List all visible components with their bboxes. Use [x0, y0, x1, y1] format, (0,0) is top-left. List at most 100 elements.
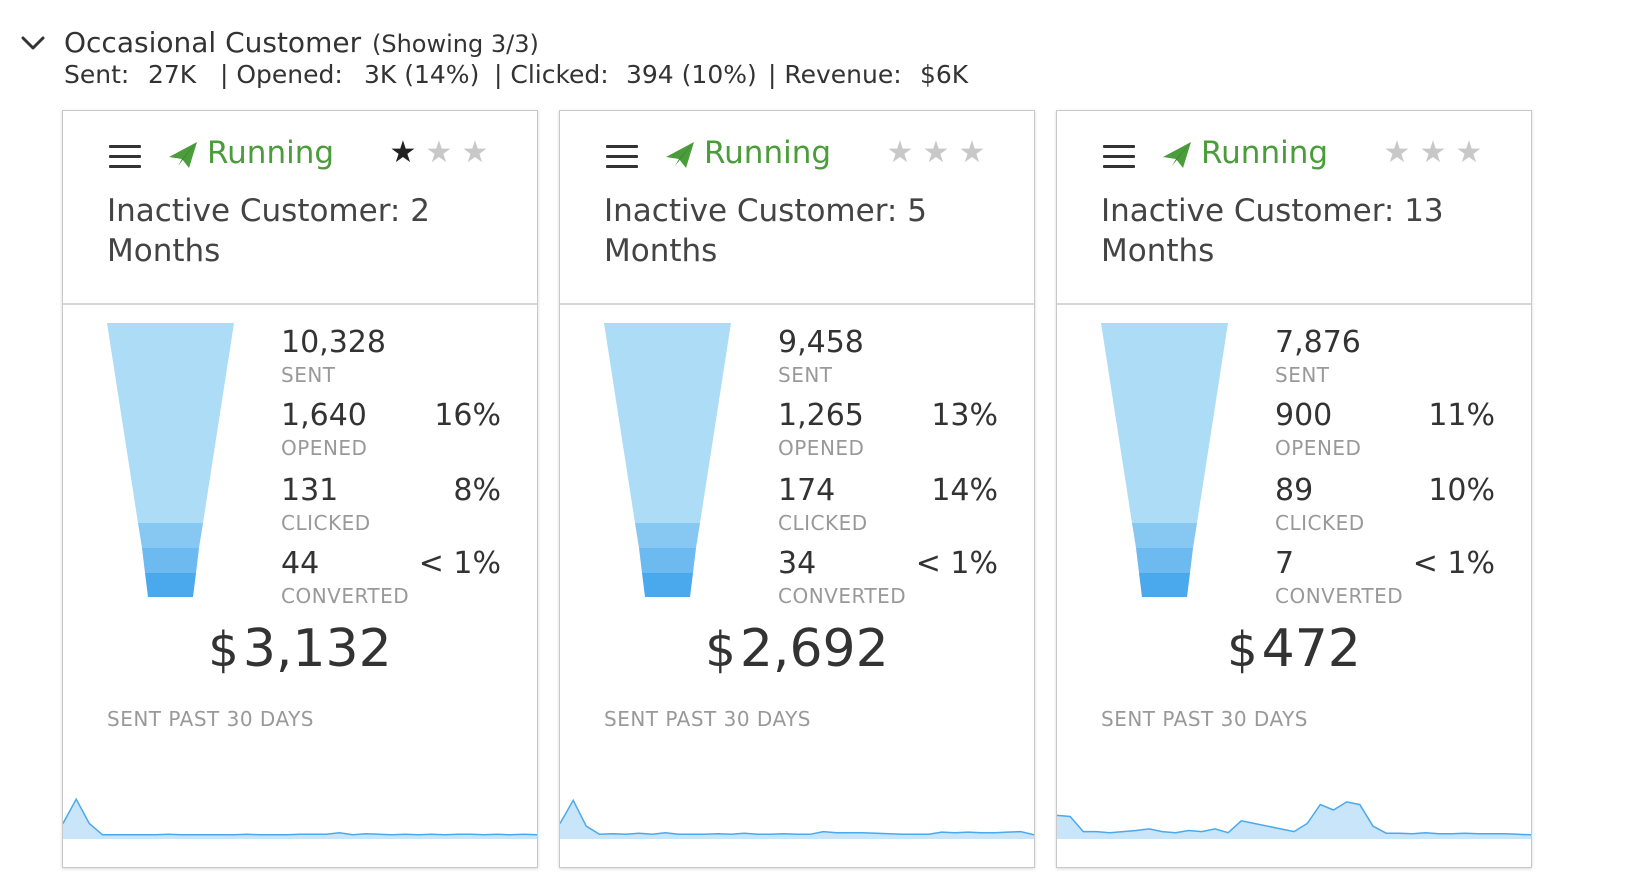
rating-stars[interactable]: ★ ★ ★	[1381, 135, 1489, 170]
card-header: Running ★ ★ ★ Inactive Customer: 13 Months	[1057, 111, 1531, 305]
revenue-amount: $3,132	[63, 619, 537, 679]
sent-past-30-days-label: SENT PAST 30 DAYS	[1101, 707, 1308, 731]
opened-percent: 13%	[931, 398, 998, 433]
sparkline-area	[1057, 801, 1531, 839]
status-label: Running	[704, 135, 832, 171]
currency-symbol: $	[705, 622, 736, 678]
clicked-label: CLICKED	[778, 511, 868, 535]
menu-icon[interactable]	[109, 145, 141, 171]
sent-value: 7,876	[1275, 325, 1361, 360]
campaign-title[interactable]: Inactive Customer: 5 Months	[604, 193, 927, 269]
currency-symbol: $	[208, 622, 239, 678]
funnel-clicked-segment	[142, 548, 199, 573]
campaign-title[interactable]: Inactive Customer: 13 Months	[1101, 193, 1444, 269]
funnel-sent-segment	[1101, 323, 1228, 523]
star-icon[interactable]: ★	[922, 135, 954, 170]
menu-icon[interactable]	[606, 145, 638, 171]
star-icon[interactable]: ★	[1455, 135, 1487, 170]
revenue-value: 472	[1261, 619, 1361, 679]
stat-clicked-value: 394 (10%)	[626, 60, 757, 89]
sparkline-chart	[63, 797, 537, 839]
funnel-clicked-segment	[639, 548, 696, 573]
campaign-card[interactable]: Running ★ ★ ★ Inactive Customer: 13 Months…	[1056, 110, 1532, 868]
clicked-percent: 14%	[931, 473, 998, 508]
paper-plane-icon	[1163, 142, 1191, 168]
clicked-value: 131	[281, 473, 339, 508]
clicked-label: CLICKED	[1275, 511, 1365, 535]
opened-label: OPENED	[778, 436, 865, 460]
metric-sent: 7,876 SENT	[1275, 325, 1495, 395]
metric-clicked: 89 CLICKED 10%	[1275, 473, 1495, 543]
sparkline-chart	[1057, 801, 1531, 839]
funnel-converted-segment	[1139, 573, 1190, 597]
converted-value: 44	[281, 546, 320, 581]
opened-label: OPENED	[281, 436, 368, 460]
funnel-chart	[107, 323, 234, 597]
clicked-value: 89	[1275, 473, 1314, 508]
clicked-value: 174	[778, 473, 836, 508]
sparkline-area	[560, 800, 1034, 839]
sent-label: SENT	[1275, 363, 1330, 387]
metric-opened: 1,265 OPENED 13%	[778, 398, 998, 468]
stat-opened-label: | Opened:	[220, 60, 343, 89]
funnel-opened-segment	[138, 523, 203, 548]
revenue-amount: $472	[1057, 619, 1531, 679]
funnel-opened-segment	[1132, 523, 1197, 548]
sparkline-area	[63, 799, 537, 839]
star-icon[interactable]: ★	[886, 135, 918, 170]
funnel-chart	[604, 323, 731, 597]
opened-percent: 11%	[1428, 398, 1495, 433]
status-label: Running	[1201, 135, 1329, 171]
metric-sent: 9,458 SENT	[778, 325, 998, 395]
stat-sent-value: 27K	[148, 60, 197, 89]
opened-label: OPENED	[1275, 436, 1362, 460]
segment-header: Occasional Customer (Showing 3/3) Sent: …	[18, 22, 1598, 92]
campaign-title[interactable]: Inactive Customer: 2 Months	[107, 193, 430, 269]
currency-symbol: $	[1227, 622, 1258, 678]
funnel-opened-segment	[635, 523, 700, 548]
star-icon[interactable]: ★	[425, 135, 457, 170]
status-label: Running	[207, 135, 335, 171]
revenue-value: 3,132	[242, 619, 392, 679]
funnel-chart	[1101, 323, 1228, 597]
sent-label: SENT	[778, 363, 833, 387]
campaign-card[interactable]: Running ★ ★ ★ Inactive Customer: 5 Months …	[559, 110, 1035, 868]
campaign-card[interactable]: Running ★ ★ ★ Inactive Customer: 2 Months …	[62, 110, 538, 868]
stat-sent-label: Sent:	[64, 60, 130, 89]
star-icon[interactable]: ★	[389, 135, 421, 170]
metric-opened: 900 OPENED 11%	[1275, 398, 1495, 468]
metric-converted: 7 CONVERTED < 1%	[1275, 546, 1495, 616]
metric-converted: 34 CONVERTED < 1%	[778, 546, 998, 616]
opened-percent: 16%	[434, 398, 501, 433]
menu-icon[interactable]	[1103, 145, 1135, 171]
star-icon[interactable]: ★	[1419, 135, 1451, 170]
revenue-amount: $2,692	[560, 619, 1034, 679]
sent-past-30-days-label: SENT PAST 30 DAYS	[604, 707, 811, 731]
metric-converted: 44 CONVERTED < 1%	[281, 546, 501, 616]
segment-title: Occasional Customer	[64, 26, 362, 59]
stat-revenue-label: | Revenue:	[768, 60, 902, 89]
funnel-sent-segment	[107, 323, 234, 523]
chevron-down-icon[interactable]	[18, 28, 48, 58]
sent-value: 9,458	[778, 325, 864, 360]
card-header: Running ★ ★ ★ Inactive Customer: 5 Months	[560, 111, 1034, 305]
stat-opened-value: 3K (14%)	[364, 60, 480, 89]
star-icon[interactable]: ★	[1383, 135, 1415, 170]
star-icon[interactable]: ★	[461, 135, 493, 170]
clicked-percent: 8%	[453, 473, 501, 508]
sent-value: 10,328	[281, 325, 386, 360]
converted-percent: < 1%	[1412, 546, 1495, 581]
rating-stars[interactable]: ★ ★ ★	[387, 135, 495, 170]
converted-value: 7	[1275, 546, 1295, 581]
funnel-clicked-segment	[1136, 548, 1193, 573]
sent-label: SENT	[281, 363, 336, 387]
converted-percent: < 1%	[915, 546, 998, 581]
revenue-value: 2,692	[739, 619, 889, 679]
clicked-percent: 10%	[1428, 473, 1495, 508]
converted-label: CONVERTED	[281, 584, 410, 608]
card-header: Running ★ ★ ★ Inactive Customer: 2 Months	[63, 111, 537, 305]
sent-past-30-days-label: SENT PAST 30 DAYS	[107, 707, 314, 731]
rating-stars[interactable]: ★ ★ ★	[884, 135, 992, 170]
paper-plane-icon	[666, 142, 694, 168]
star-icon[interactable]: ★	[958, 135, 990, 170]
